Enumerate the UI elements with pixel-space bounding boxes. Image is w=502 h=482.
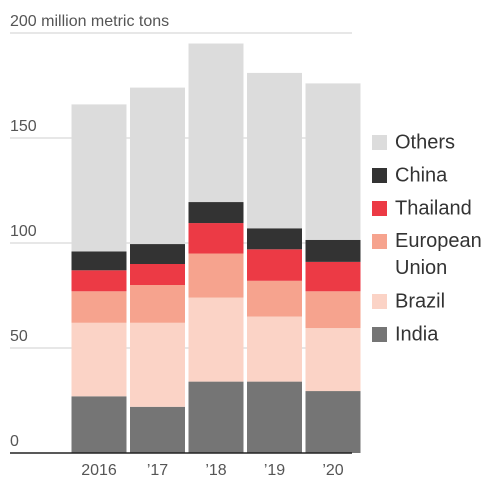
bar-segment <box>130 406 185 453</box>
bar-segment <box>188 381 244 453</box>
bar-segment <box>305 261 361 292</box>
bar-segment <box>247 381 302 453</box>
y-tick-label: 50 <box>10 328 28 345</box>
y-tick-label: 150 <box>10 118 37 135</box>
legend-swatch <box>372 201 387 216</box>
bar-segment <box>130 87 185 245</box>
bar-segment <box>130 244 185 264</box>
bar-segment <box>305 239 361 262</box>
legend-label: European Union <box>395 230 482 279</box>
y-tick-label: 100 <box>10 223 37 240</box>
bar-segment <box>188 253 244 298</box>
legend-swatch <box>372 294 387 309</box>
bar-segment <box>305 291 361 329</box>
bar-segment <box>130 322 185 407</box>
legend-label: China <box>395 164 448 186</box>
bar-segment <box>71 270 127 292</box>
bar-segment <box>130 285 185 323</box>
bar-segment <box>71 251 127 271</box>
x-tick-label: ’20 <box>322 462 343 479</box>
legend-label: India <box>395 323 439 345</box>
x-tick-label: ’17 <box>147 462 168 479</box>
bar-segment <box>247 316 302 382</box>
bar-segment <box>305 83 361 240</box>
legend-swatch <box>372 168 387 183</box>
bar-segment <box>130 264 185 285</box>
bar-segment <box>247 228 302 250</box>
legend-swatch <box>372 135 387 150</box>
legend-label: Thailand <box>395 197 472 219</box>
legend-label: Brazil <box>395 290 445 312</box>
legend-swatch <box>372 327 387 342</box>
bar-segment <box>247 72 302 229</box>
bar-segment <box>305 391 361 453</box>
bar-segment <box>188 297 244 382</box>
bar-segment <box>71 291 127 323</box>
bar-segment <box>247 280 302 317</box>
x-tick-label: ’18 <box>205 462 226 479</box>
y-tick-label: 0 <box>10 433 19 450</box>
legend-swatch <box>372 234 387 249</box>
x-tick-label: 2016 <box>81 462 117 479</box>
bar-segment <box>188 202 244 224</box>
legend-label-line: Union <box>395 257 447 279</box>
legend-label: Others <box>395 131 455 153</box>
bar-segment <box>188 43 244 203</box>
bar-segment <box>71 322 127 397</box>
bar-segment <box>305 328 361 392</box>
legend-label-line: European <box>395 230 482 252</box>
bar-segment <box>71 104 127 252</box>
bar-segment <box>71 396 127 453</box>
y-tick-label: 200 million metric tons <box>10 13 169 30</box>
x-tick-label: ’19 <box>264 462 285 479</box>
bar-segment <box>188 223 244 254</box>
bar-segment <box>247 249 302 281</box>
